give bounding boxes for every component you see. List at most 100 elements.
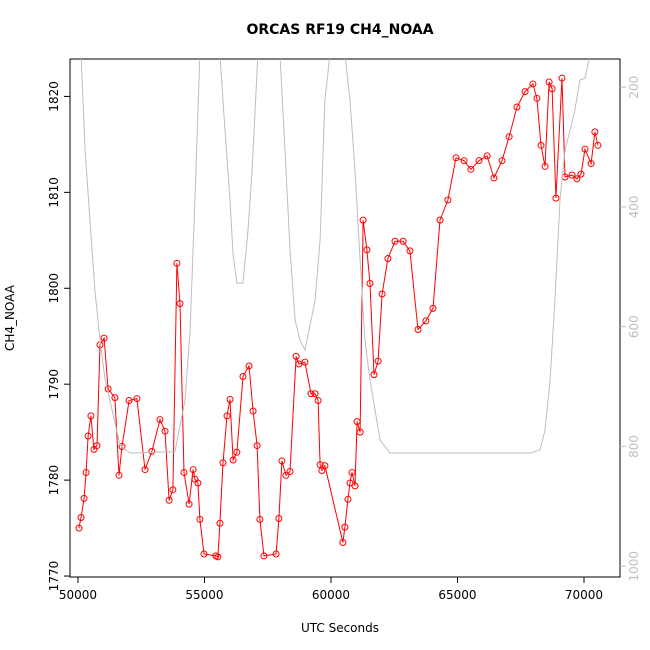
data-point [399, 237, 407, 245]
data-point [581, 145, 589, 153]
y-tick-label: 1780 [47, 465, 61, 496]
x-tick-label: 65000 [438, 588, 476, 602]
data-point [363, 246, 371, 254]
data-point [125, 396, 133, 404]
data-point [200, 550, 208, 558]
data-point [568, 171, 576, 179]
data-point [77, 514, 85, 522]
data-line [78, 78, 599, 558]
data-point [548, 85, 556, 93]
chart-title: ORCAS RF19 CH4_NOAA [246, 22, 433, 38]
data-point [133, 395, 141, 403]
data-point [156, 416, 164, 424]
data-point [272, 550, 280, 558]
data-point [165, 496, 173, 504]
y2-tick-label: 200 [627, 76, 641, 99]
x-tick-label: 50000 [59, 588, 97, 602]
data-point [282, 471, 290, 479]
y2-tick-label: 400 [627, 195, 641, 218]
data-point [214, 553, 222, 561]
data-point [100, 334, 108, 342]
data-point [505, 133, 513, 141]
data-point [278, 457, 286, 465]
data-point [348, 468, 356, 476]
data-point [356, 428, 364, 436]
data-point [253, 442, 261, 450]
data-point [436, 216, 444, 224]
data-point [311, 390, 319, 398]
data-point [216, 519, 224, 527]
data-point [75, 524, 83, 532]
y2-tick-label: 600 [627, 315, 641, 338]
data-point [226, 396, 234, 404]
y-axis-label: CH4_NOAA [3, 284, 17, 351]
y-tick-label: 1810 [47, 177, 61, 208]
data-point [498, 157, 506, 165]
data-point [176, 300, 184, 308]
data-point [314, 396, 322, 404]
data-point [406, 247, 414, 255]
data-point [552, 194, 560, 202]
x-axis-label: UTC Seconds [301, 621, 379, 635]
y-tick-label: 1770 [47, 561, 61, 592]
data-point [391, 237, 399, 245]
y2-tick-label: 1000 [627, 551, 641, 582]
data-point [301, 358, 309, 366]
data-point [460, 157, 468, 165]
data-point [169, 486, 177, 494]
data-point [239, 373, 247, 381]
data-point [307, 390, 315, 398]
data-point [189, 466, 197, 474]
data-point [339, 538, 347, 546]
data-point [344, 495, 352, 503]
data-point [541, 162, 549, 170]
data-point [573, 175, 581, 183]
data-point [587, 160, 595, 168]
x-tick-label: 70000 [565, 588, 603, 602]
data-point [180, 468, 188, 476]
data-point [577, 170, 585, 178]
data-point [292, 352, 300, 360]
plot-area [75, 59, 602, 561]
data-point [318, 467, 326, 475]
y2-tick-label: 800 [627, 435, 641, 458]
x-tick-label: 60000 [312, 588, 350, 602]
data-point [161, 427, 169, 435]
data-point [483, 152, 491, 160]
y-tick-label: 1790 [47, 369, 61, 400]
data-point [148, 447, 156, 455]
data-point [229, 456, 237, 464]
data-point [359, 216, 367, 224]
data-point [370, 371, 378, 379]
data-point [256, 515, 264, 523]
data-point [249, 407, 257, 415]
data-point [475, 157, 483, 165]
data-point [374, 357, 382, 365]
data-point [384, 255, 392, 263]
data-point [245, 362, 253, 370]
data-point [594, 141, 602, 149]
data-point [444, 196, 452, 204]
data-point [341, 523, 349, 531]
data-point [533, 94, 541, 102]
data-point [353, 418, 361, 426]
data-point [115, 471, 123, 479]
data-point [185, 500, 193, 508]
data-point [173, 259, 181, 267]
data-point [351, 482, 359, 490]
data-point [275, 514, 283, 522]
data-point [111, 394, 119, 402]
data-point [223, 412, 231, 420]
data-point [467, 165, 475, 173]
data-point [537, 141, 545, 149]
data-point [591, 128, 599, 136]
data-point [194, 479, 202, 487]
y-tick-label: 1820 [47, 81, 61, 112]
y-tick-label: 1800 [47, 273, 61, 304]
data-point [429, 304, 437, 312]
data-point [558, 74, 566, 82]
data-point [452, 154, 460, 162]
data-point [141, 466, 149, 474]
